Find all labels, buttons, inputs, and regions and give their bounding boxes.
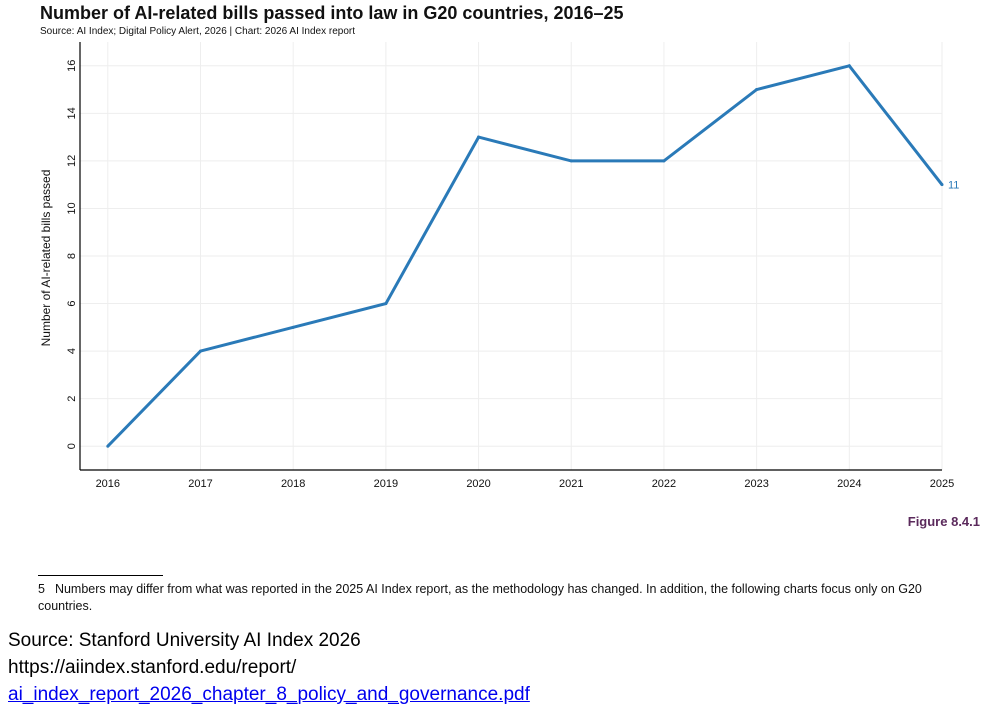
end-value-label: 11 [948,180,959,192]
data-point [847,64,851,68]
chart-subtitle: Source: AI Index; Digital Policy Alert, … [40,26,355,37]
data-point [106,444,110,448]
x-tick-label: 2023 [744,478,768,490]
y-tick-labels: 0 2 4 6 8 10 12 14 16 [66,60,78,450]
footnote: 5 Numbers may differ from what was report… [38,581,978,615]
x-tick-label: 2018 [281,478,305,490]
data-point [569,159,573,163]
x-tick-label: 2024 [837,478,861,490]
series-line [106,64,944,448]
x-tick-label: 2017 [188,478,212,490]
x-tick-labels: 2016 2017 2018 2019 2020 2021 2022 2023 2024 2025 [96,478,955,490]
y-axis-label: Number of AI-related bills passed [39,170,53,347]
footnote-number: 5 [38,582,45,596]
y-tick-label: 6 [66,300,78,306]
x-tick-label: 2022 [652,478,676,490]
data-point [755,88,759,92]
y-tick-label: 16 [66,60,78,72]
x-tick-label: 2021 [559,478,583,490]
y-tick-label: 8 [66,253,78,259]
source-url: https://aiindex.stanford.edu/report/ [8,657,297,678]
x-tick-label: 2019 [374,478,398,490]
report-pdf-link[interactable]: ai_index_report_2026_chapter_8_policy_an… [8,684,530,705]
footnote-text: Numbers may differ from what was reporte… [38,582,922,613]
chart-title: Number of AI-related bills passed into l… [40,3,624,23]
data-point [662,159,666,163]
source-block: Source: Stanford University AI Index 202… [8,627,530,708]
data-point [291,325,295,329]
x-tick-label: 2025 [930,478,954,490]
axes [79,42,942,471]
data-point [384,302,388,306]
data-point [198,349,202,353]
y-tick-label: 10 [66,202,78,214]
y-tick-label: 14 [66,107,78,119]
data-point [940,183,944,187]
series [106,64,944,448]
data-point [477,135,481,139]
figure-label: Figure 8.4.1 [907,514,980,529]
footnote-divider [38,575,163,576]
y-tick-label: 0 [66,443,78,449]
x-tick-label: 2020 [466,478,490,490]
y-tick-label: 12 [66,155,78,167]
grid [80,42,943,470]
source-line: Source: Stanford University AI Index 202… [8,630,361,651]
x-tick-label: 2016 [96,478,120,490]
y-tick-label: 2 [66,396,78,402]
y-tick-label: 4 [66,348,78,354]
